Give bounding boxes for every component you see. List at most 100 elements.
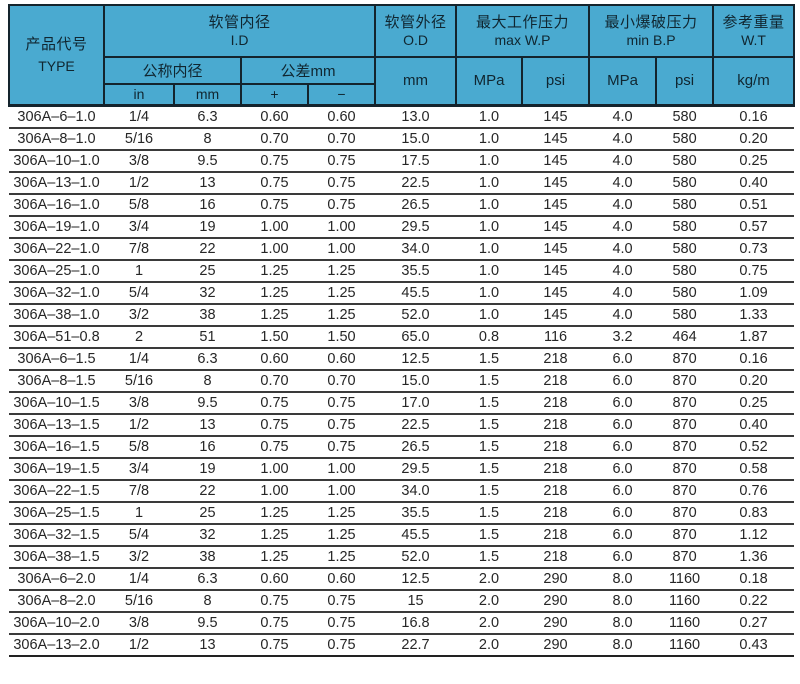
table-cell: 35.5 (375, 501, 457, 525)
table-cell: 870 (656, 523, 714, 547)
table-cell: 0.58 (713, 457, 795, 481)
table-cell: 870 (656, 479, 714, 503)
table-cell: 0.73 (713, 237, 795, 261)
table-cell: 306A–8–1.0 (9, 127, 104, 151)
table-cell: 1.00 (308, 215, 376, 239)
table-cell: 145 (522, 105, 590, 129)
table-cell: 6.0 (589, 523, 657, 547)
table-cell: 145 (522, 171, 590, 195)
table-row: 306A–32–1.5 5/4 32 1.25 1.25 45.5 1.5 218 6.0 870… (9, 523, 795, 547)
table-cell: 5/8 (104, 193, 174, 217)
table-cell: 0.60 (308, 105, 376, 129)
table-cell: 0.75 (308, 171, 376, 195)
table-cell: 1.25 (308, 501, 376, 525)
table-cell: 6.3 (174, 105, 241, 129)
table-cell: 580 (656, 303, 714, 327)
table-cell: 0.40 (713, 171, 795, 195)
table-cell: 1/2 (104, 413, 174, 437)
table-cell: 580 (656, 215, 714, 239)
table-cell: 306A–13–1.5 (9, 413, 104, 437)
table-cell: 306A–10–2.0 (9, 611, 104, 635)
col-header-type: 产品代号 TYPE (8, 4, 105, 106)
table-cell: 3/2 (104, 303, 174, 327)
table-cell: 0.75 (308, 435, 376, 459)
table-cell: 1.0 (456, 237, 523, 261)
col-header-wp-en: max W.P (494, 32, 551, 48)
table-cell: 1.5 (456, 369, 523, 393)
table-cell: 15 (375, 589, 457, 613)
table-cell: 3/8 (104, 391, 174, 415)
table-cell: 16 (174, 193, 241, 217)
table-cell: 1.0 (456, 171, 523, 195)
table-cell: 17.5 (375, 149, 457, 173)
table-cell: 9.5 (174, 149, 241, 173)
table-cell: 218 (522, 435, 590, 459)
table-cell: 1.5 (456, 347, 523, 371)
table-cell: 0.75 (713, 259, 795, 283)
table-cell: 1/4 (104, 347, 174, 371)
table-cell: 0.20 (713, 369, 795, 393)
table-cell: 0.60 (308, 347, 376, 371)
table-cell: 0.70 (308, 127, 376, 151)
table-cell: 1.0 (456, 259, 523, 283)
col-header-bp-zh: 最小爆破压力 (604, 14, 698, 31)
table-row: 306A–16–1.0 5/8 16 0.75 0.75 26.5 1.0 145 4.0 580… (9, 193, 795, 217)
table-cell: 13 (174, 633, 241, 657)
table-cell: 1160 (656, 611, 714, 635)
table-row: 306A–10–1.0 3/8 9.5 0.75 0.75 17.5 1.0 145 4.0 58… (9, 149, 795, 173)
table-cell: 2 (104, 325, 174, 349)
table-cell: 29.5 (375, 457, 457, 481)
table-cell: 0.76 (713, 479, 795, 503)
table-cell: 306A–32–1.0 (9, 281, 104, 305)
table-cell: 22 (174, 479, 241, 503)
table-cell: 6.0 (589, 457, 657, 481)
table-cell: 0.75 (241, 171, 308, 195)
table-cell: 1.12 (713, 523, 795, 547)
table-cell: 3/4 (104, 457, 174, 481)
table-cell: 0.75 (241, 589, 308, 613)
table-cell: 1/4 (104, 105, 174, 129)
table-cell: 32 (174, 523, 241, 547)
table-cell: 6.0 (589, 413, 657, 437)
table-cell: 5/16 (104, 127, 174, 151)
table-cell: 19 (174, 457, 241, 481)
table-cell: 1.33 (713, 303, 795, 327)
table-cell: 306A–25–1.5 (9, 501, 104, 525)
table-cell: 0.70 (241, 127, 308, 151)
table-row: 306A–6–1.0 1/4 6.3 0.60 0.60 13.0 1.0 145 4.0 580… (9, 105, 795, 129)
table-cell: 1.0 (456, 215, 523, 239)
table-cell: 0.70 (308, 369, 376, 393)
table-cell: 6.0 (589, 479, 657, 503)
table-cell: 580 (656, 171, 714, 195)
table-cell: 1.0 (456, 149, 523, 173)
table-row: 306A–8–1.0 5/16 8 0.70 0.70 15.0 1.0 145 4.0 580 0… (9, 127, 795, 151)
table-row: 306A–8–2.0 5/16 8 0.75 0.75 15 2.0 290 8.0 1160 0.… (9, 589, 795, 613)
col-header-tolerance-plus: + (240, 83, 309, 106)
table-cell: 34.0 (375, 479, 457, 503)
table-cell: 0.75 (241, 149, 308, 173)
table-cell: 306A–6–1.0 (9, 105, 104, 129)
table-cell: 2.0 (456, 589, 523, 613)
table-cell: 306A–38–1.0 (9, 303, 104, 327)
table-cell: 306A–38–1.5 (9, 545, 104, 569)
col-header-tolerance: 公差mm (239, 56, 377, 85)
table-cell: 1.00 (308, 237, 376, 261)
table-cell: 13.0 (375, 105, 457, 129)
table-cell: 4.0 (589, 171, 657, 195)
table-cell: 0.25 (713, 149, 795, 173)
table-cell: 1.00 (241, 237, 308, 261)
table-row: 306A–16–1.5 5/8 16 0.75 0.75 26.5 1.5 218 6.0 870… (9, 435, 795, 459)
table-cell: 1.5 (456, 479, 523, 503)
table-row: 306A–38–1.5 3/2 38 1.25 1.25 52.0 1.5 218 6.0 870… (9, 545, 795, 569)
table-body: 306A–6–1.0 1/4 6.3 0.60 0.60 13.0 1.0 145 4.0 580… (9, 105, 795, 657)
table-cell: 5/16 (104, 589, 174, 613)
table-cell: 1.00 (241, 215, 308, 239)
table-cell: 145 (522, 127, 590, 151)
table-cell: 870 (656, 391, 714, 415)
col-header-bp-en: min B.P (626, 32, 676, 48)
table-cell: 290 (522, 589, 590, 613)
table-cell: 5/4 (104, 523, 174, 547)
table-cell: 1.00 (241, 457, 308, 481)
table-cell: 218 (522, 501, 590, 525)
table-cell: 0.75 (308, 413, 376, 437)
